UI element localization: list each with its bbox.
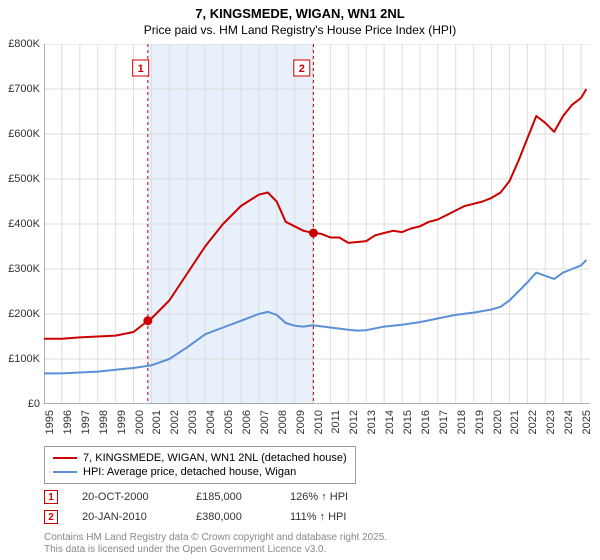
x-tick-label: 2012 <box>348 410 360 434</box>
footer-line-2: This data is licensed under the Open Gov… <box>44 544 387 556</box>
x-axis: 1995 1996 1997 1998 1999 2000 2001 2002 2003 2004… <box>44 406 590 444</box>
sale-delta-1: 126% ↑ HPI <box>290 491 348 503</box>
x-tick-label: 2018 <box>456 410 468 434</box>
x-tick-label: 1996 <box>62 410 74 434</box>
x-tick-label: 2000 <box>134 410 146 434</box>
footer: Contains HM Land Registry data © Crown c… <box>44 532 387 556</box>
x-tick-label: 2020 <box>492 410 504 434</box>
sale-row-1: 1 20-OCT-2000 £185,000 126% ↑ HPI <box>44 490 348 504</box>
sale-row-2: 2 20-JAN-2010 £380,000 111% ↑ HPI <box>44 510 346 524</box>
y-tick-label: £600K <box>8 128 40 140</box>
legend-label: HPI: Average price, detached house, Wiga… <box>83 466 296 478</box>
x-tick-label: 2022 <box>527 410 539 434</box>
x-tick-label: 1998 <box>98 410 110 434</box>
svg-text:2: 2 <box>299 63 305 75</box>
svg-text:1: 1 <box>138 63 144 75</box>
x-tick-label: 2001 <box>151 410 163 434</box>
sale-marker-2: 2 <box>44 510 58 524</box>
y-tick-label: £200K <box>8 308 40 320</box>
x-tick-label: 2015 <box>402 410 414 434</box>
chart-title: 7, KINGSMEDE, WIGAN, WN1 2NL <box>0 0 600 21</box>
chart-subtitle: Price paid vs. HM Land Registry's House … <box>0 21 600 37</box>
x-tick-label: 2019 <box>474 410 486 434</box>
x-tick-label: 2010 <box>313 410 325 434</box>
x-tick-label: 2009 <box>295 410 307 434</box>
y-tick-label: £400K <box>8 218 40 230</box>
x-tick-label: 2021 <box>509 410 521 434</box>
x-tick-label: 2025 <box>581 410 593 434</box>
x-tick-label: 2004 <box>205 410 217 434</box>
legend-label: 7, KINGSMEDE, WIGAN, WN1 2NL (detached h… <box>83 452 347 464</box>
chart-svg: 12 <box>44 44 590 404</box>
x-tick-label: 1997 <box>80 410 92 434</box>
sale-marker-1: 1 <box>44 490 58 504</box>
x-tick-label: 2002 <box>169 410 181 434</box>
y-tick-label: £500K <box>8 173 40 185</box>
legend-swatch <box>53 471 77 473</box>
chart-container: 7, KINGSMEDE, WIGAN, WN1 2NL Price paid … <box>0 0 600 560</box>
sale-price-1: £185,000 <box>196 491 266 503</box>
y-tick-label: £0 <box>28 398 40 410</box>
legend-row: 7, KINGSMEDE, WIGAN, WN1 2NL (detached h… <box>53 451 347 465</box>
y-tick-label: £100K <box>8 353 40 365</box>
x-tick-label: 2003 <box>187 410 199 434</box>
x-tick-label: 2011 <box>330 410 342 434</box>
legend-swatch <box>53 457 77 459</box>
x-tick-label: 2014 <box>384 410 396 434</box>
y-tick-label: £800K <box>8 38 40 50</box>
x-tick-label: 2008 <box>277 410 289 434</box>
x-tick-label: 2006 <box>241 410 253 434</box>
x-tick-label: 2005 <box>223 410 235 434</box>
x-tick-label: 2007 <box>259 410 271 434</box>
x-tick-label: 1995 <box>44 410 56 434</box>
sale-date-1: 20-OCT-2000 <box>82 491 172 503</box>
x-tick-label: 1999 <box>116 410 128 434</box>
sale-price-2: £380,000 <box>196 511 266 523</box>
plot-area: 12 <box>44 44 590 404</box>
y-axis: £0£100K£200K£300K£400K£500K£600K£700K£80… <box>0 44 44 404</box>
x-tick-label: 2016 <box>420 410 432 434</box>
y-tick-label: £300K <box>8 263 40 275</box>
legend: 7, KINGSMEDE, WIGAN, WN1 2NL (detached h… <box>44 446 356 484</box>
x-tick-label: 2024 <box>563 410 575 434</box>
footer-line-1: Contains HM Land Registry data © Crown c… <box>44 532 387 544</box>
x-tick-label: 2017 <box>438 410 450 434</box>
x-tick-label: 2023 <box>545 410 557 434</box>
legend-row: HPI: Average price, detached house, Wiga… <box>53 465 347 479</box>
y-tick-label: £700K <box>8 83 40 95</box>
x-tick-label: 2013 <box>366 410 378 434</box>
sale-date-2: 20-JAN-2010 <box>82 511 172 523</box>
sale-delta-2: 111% ↑ HPI <box>290 511 346 523</box>
